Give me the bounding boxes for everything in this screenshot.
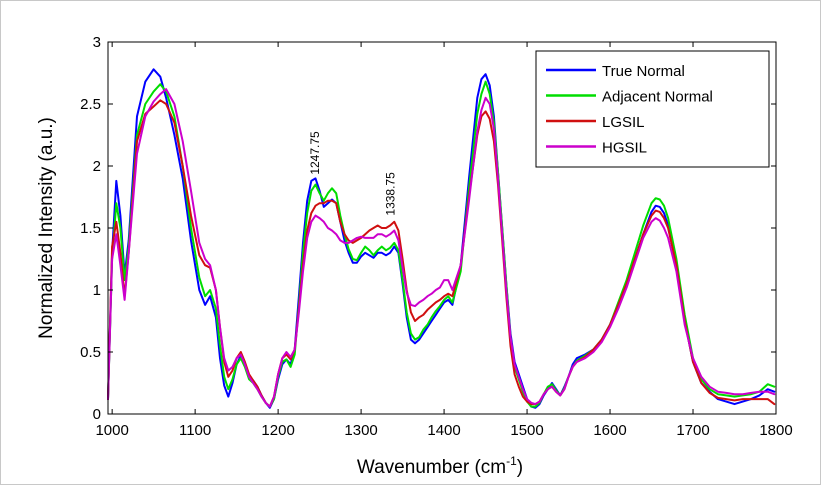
- y-tick-label: 0.5: [80, 344, 101, 361]
- x-tick-label: 1700: [676, 422, 709, 439]
- x-axis: 1000 1100 1200 1300 1400 1500 1600 1700 1800: [95, 42, 793, 439]
- x-tick-label: 1400: [427, 422, 460, 439]
- x-axis-title-superscript: -1: [506, 454, 517, 468]
- x-tick-label: 1100: [179, 422, 211, 439]
- legend-label: Adjacent Normal: [602, 89, 713, 106]
- legend-label: LGSIL: [602, 114, 645, 131]
- x-tick-label: 1600: [593, 422, 626, 439]
- y-tick-label: 0: [93, 406, 101, 423]
- legend-label: HGSIL: [602, 140, 647, 157]
- annotation-label: 1247.75: [308, 131, 322, 175]
- x-axis-title: Wavenumber (cm-1): [357, 454, 523, 478]
- series-layer: [107, 68, 776, 409]
- annotation-label: 1338.75: [383, 172, 397, 216]
- y-axis: 0 0.5 1 1.5 2 2.5 3: [80, 34, 776, 423]
- legend-label: True Normal: [602, 63, 685, 80]
- y-tick-label: 1: [93, 282, 101, 299]
- y-tick-label: 1.5: [80, 220, 101, 237]
- y-axis-title: Normalized Intensity (a.u.): [36, 117, 57, 339]
- x-tick-label: 1500: [510, 422, 543, 439]
- x-tick-label: 1300: [344, 422, 377, 439]
- y-tick-label: 2: [93, 158, 101, 175]
- y-tick-label: 3: [93, 34, 101, 51]
- y-tick-label: 2.5: [80, 96, 101, 113]
- legend: True Normal Adjacent Normal LGSIL HGSIL: [535, 50, 770, 168]
- x-tick-label: 1200: [261, 422, 294, 439]
- x-tick-label: 1000: [95, 422, 128, 439]
- series-line-hgsil: [107, 88, 776, 408]
- x-tick-label: 1800: [759, 422, 792, 439]
- annotations: 1247.75 1338.75: [308, 131, 398, 216]
